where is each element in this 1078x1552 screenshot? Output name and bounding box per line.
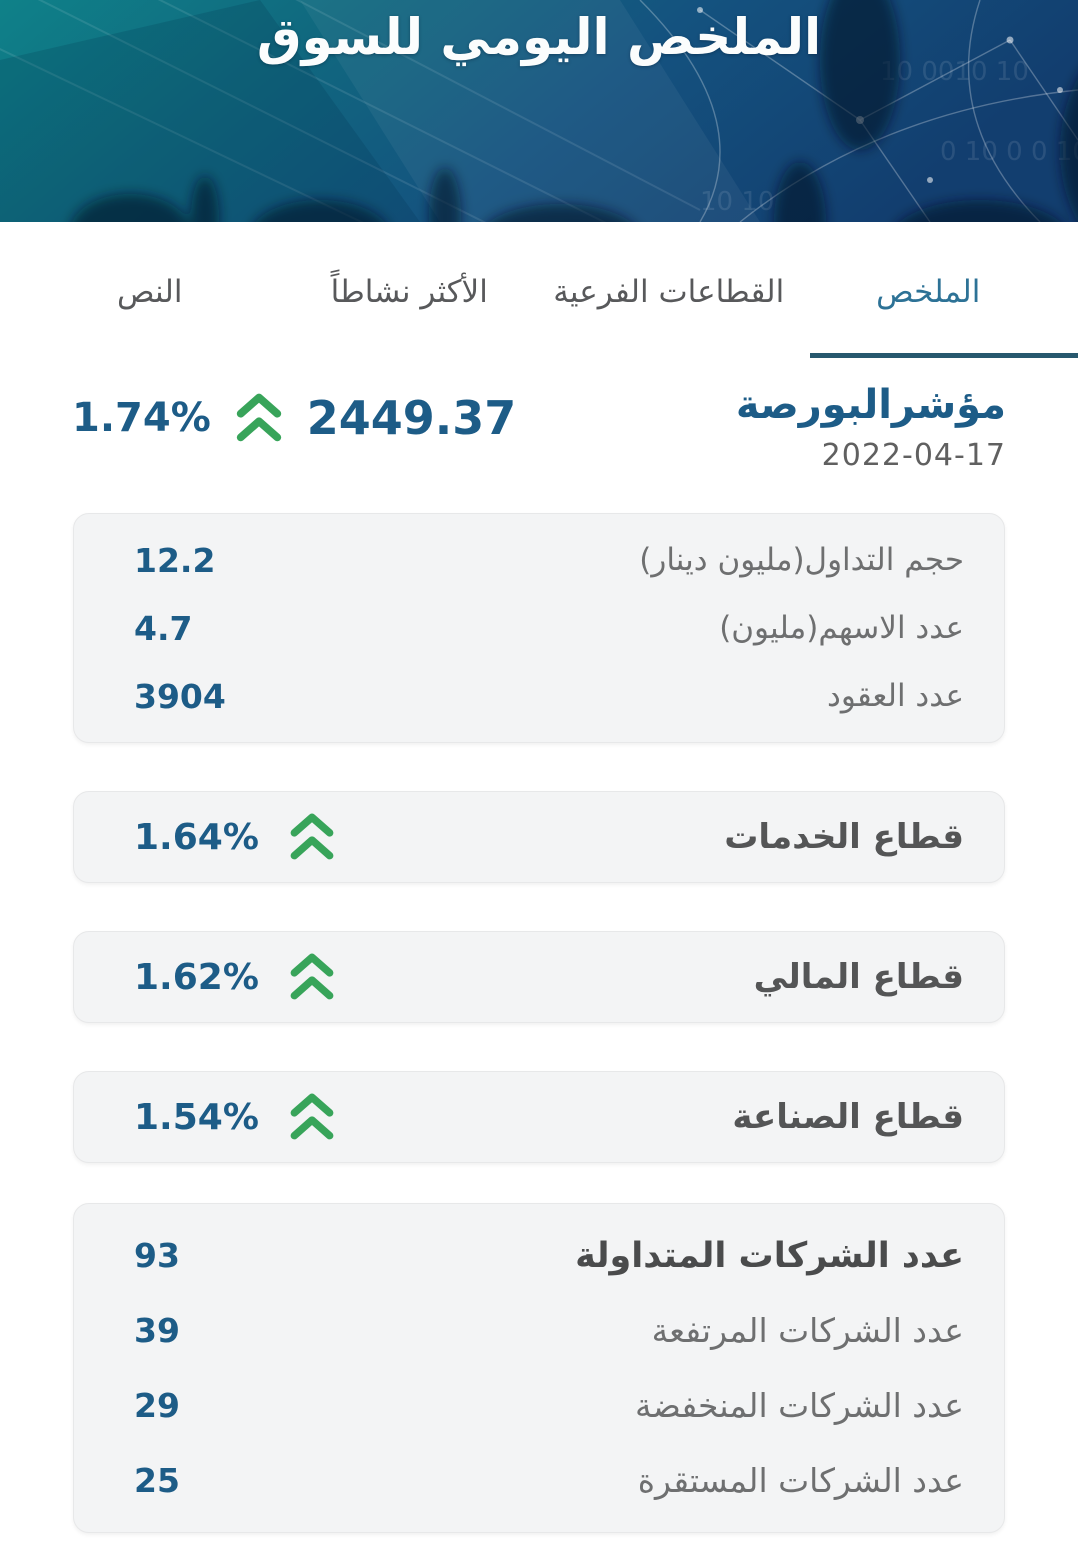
stat-value: 12.2 (134, 540, 216, 580)
company-value: 29 (134, 1386, 180, 1425)
svg-text:10 0010 10: 10 0010 10 (880, 57, 1029, 87)
sector-name: قطاع الصناعة (732, 1097, 964, 1137)
sector-change-group: 1.62% (134, 950, 337, 1004)
sector-card-services: قطاع الخدمات 1.64% (73, 791, 1005, 883)
stat-row-shares: عدد الاسهم(مليون) 4.7 (74, 594, 1004, 662)
company-row-traded: عدد الشركات المتداولة 93 (74, 1218, 1004, 1293)
companies-count-card: عدد الشركات المتداولة 93 عدد الشركات الم… (73, 1203, 1005, 1533)
index-summary-row: مؤشرالبورصة 2022-04-17 2449.37 1.74% (0, 358, 1078, 473)
company-row-declining: عدد الشركات المنخفضة 29 (74, 1368, 1004, 1443)
stat-value: 4.7 (134, 608, 193, 648)
stat-label: عدد الاسهم(مليون) (719, 610, 964, 646)
stat-label: حجم التداول(مليون دينار) (639, 542, 964, 578)
company-value: 39 (134, 1311, 180, 1350)
sector-change-percent: 1.62% (134, 956, 259, 998)
sector-card-industry: قطاع الصناعة 1.54% (73, 1071, 1005, 1163)
stat-row-contracts: عدد العقود 3904 (74, 662, 1004, 730)
stat-value: 3904 (134, 676, 226, 716)
index-change-percent: 1.74% (72, 395, 211, 441)
svg-text:0 10 0 0 10: 0 10 0 0 10 (940, 137, 1078, 167)
tab-text[interactable]: النص (117, 274, 183, 311)
up-chevron-icon (290, 1093, 334, 1140)
header-background-image: 10 0010 10 0 10 0 0 10 10 10 (0, 0, 1078, 222)
index-date: 2022-04-17 (821, 438, 1006, 473)
tab-summary[interactable]: الملخص (876, 274, 981, 311)
up-chevron-icon (290, 953, 334, 1000)
company-label: عدد الشركات المستقرة (637, 1461, 964, 1500)
index-name-block: مؤشرالبورصة 2022-04-17 (736, 382, 1006, 473)
page-title: الملخص اليومي للسوق (256, 8, 822, 66)
up-chevron-icon (236, 393, 281, 442)
company-value: 93 (134, 1236, 180, 1275)
sector-change-percent: 1.54% (134, 1096, 259, 1138)
company-label: عدد الشركات المنخفضة (635, 1386, 964, 1425)
sector-change-percent: 1.64% (134, 816, 259, 858)
company-label: عدد الشركات المتداولة (575, 1235, 964, 1276)
company-row-advancing: عدد الشركات المرتفعة 39 (74, 1293, 1004, 1368)
company-label: عدد الشركات المرتفعة (651, 1311, 964, 1350)
stat-label: عدد العقود (827, 678, 964, 714)
sector-name: قطاع الخدمات (724, 817, 964, 857)
tab-bar: الملخص القطاعات الفرعية الأكثر نشاطاً ال… (0, 222, 1078, 358)
up-chevron-icon (290, 813, 334, 860)
index-name: مؤشرالبورصة (735, 382, 1006, 428)
sector-name: قطاع المالي (753, 957, 964, 997)
tab-most-active[interactable]: الأكثر نشاطاً (330, 274, 488, 311)
tab-subsectors[interactable]: القطاعات الفرعية (553, 274, 785, 311)
sector-change-group: 1.54% (134, 1090, 337, 1144)
header-banner: 10 0010 10 0 10 0 0 10 10 10 الملخص اليو… (0, 0, 1078, 222)
market-stats-card: حجم التداول(مليون دينار) 12.2 عدد الاسهم… (73, 513, 1005, 743)
active-tab-indicator (810, 353, 1078, 358)
company-value: 25 (134, 1461, 180, 1500)
sector-change-group: 1.64% (134, 810, 337, 864)
stat-row-volume: حجم التداول(مليون دينار) 12.2 (74, 526, 1004, 594)
index-value: 2449.37 (306, 391, 517, 445)
sector-card-financial: قطاع المالي 1.62% (73, 931, 1005, 1023)
index-value-group: 2449.37 1.74% (72, 390, 516, 446)
company-row-unchanged: عدد الشركات المستقرة 25 (74, 1443, 1004, 1518)
svg-text:10 10: 10 10 (700, 187, 774, 217)
